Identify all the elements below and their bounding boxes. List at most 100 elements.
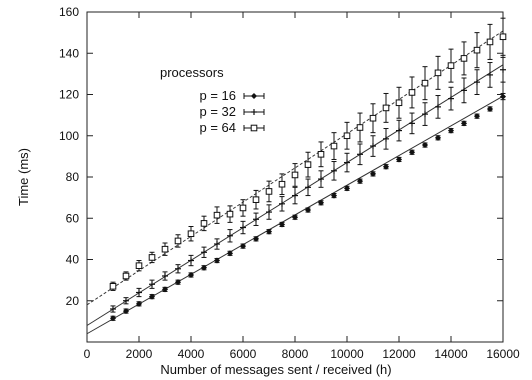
x-tick-label: 6000 [230, 347, 257, 361]
axis-ticks [86, 11, 504, 342]
data-point [317, 151, 325, 158]
data-point [330, 142, 338, 150]
data-point [486, 38, 494, 46]
data-point [396, 127, 402, 134]
data-point [200, 264, 208, 271]
legend-marker [250, 92, 258, 100]
data-point [239, 204, 247, 212]
data-point [162, 273, 168, 279]
series-2 [110, 56, 506, 313]
data-point [135, 262, 143, 269]
data-point [474, 79, 480, 86]
y-tick-label: 140 [59, 46, 79, 60]
data-point [135, 300, 143, 307]
data-point [240, 224, 246, 231]
data-point [369, 170, 377, 177]
data-point [447, 127, 455, 134]
data-point [291, 214, 299, 221]
data-point [174, 279, 182, 286]
y-tick-labels: 20 40 60 80 100 120 140 160 [59, 5, 79, 308]
data-point [161, 245, 169, 253]
series-1 [109, 92, 507, 322]
data-point [409, 120, 415, 127]
x-tick-label: 10000 [330, 347, 364, 361]
data-point [110, 306, 116, 312]
data-point [304, 161, 312, 168]
x-tick-label: 8000 [282, 347, 309, 361]
y-tick-label: 60 [66, 211, 80, 225]
data-point [109, 283, 117, 290]
data-point [434, 69, 442, 77]
data-point [305, 184, 311, 191]
x-tick-label: 0 [84, 347, 91, 361]
data-point [213, 257, 221, 264]
data-point [500, 66, 506, 73]
data-point [434, 134, 442, 141]
data-point [382, 104, 390, 112]
fit-line [86, 30, 504, 306]
y-tick-label: 20 [66, 294, 80, 308]
data-point [265, 228, 273, 235]
data-point [448, 95, 454, 102]
data-point [330, 192, 338, 199]
data-point [499, 93, 507, 100]
data-point [421, 79, 429, 87]
data-point [174, 237, 182, 245]
data-point [291, 171, 299, 179]
data-point [447, 62, 455, 69]
data-point [252, 235, 260, 242]
data-point [422, 111, 428, 118]
x-tick-label: 12000 [382, 347, 416, 361]
data-point [253, 216, 259, 223]
data-point [175, 265, 181, 272]
x-axis-label: Number of messages sent / received (h) [160, 362, 391, 377]
data-point [109, 315, 117, 322]
data-point [370, 143, 376, 150]
data-point [148, 293, 156, 300]
data-point [460, 55, 468, 62]
data-point [395, 156, 403, 163]
data-point [304, 206, 312, 214]
data-point [369, 114, 377, 122]
data-point [265, 188, 273, 195]
data-point [214, 241, 220, 248]
x-tick-labels: 0 2000 4000 6000 8000 10000 12000 14000 16000 [84, 347, 520, 361]
data-point [331, 167, 337, 174]
data-point [382, 163, 390, 170]
data-point [149, 281, 155, 288]
legend-items: p = 16p = 32p = 64 [199, 88, 265, 135]
legend-title: processors [160, 65, 224, 80]
legend-marker [251, 109, 257, 115]
data-point [226, 210, 234, 218]
y-tick-label: 160 [59, 5, 79, 19]
data-points [109, 17, 507, 322]
y-axis-label: Time (ms) [16, 148, 31, 206]
data-point [187, 271, 195, 278]
data-point [123, 297, 129, 304]
data-point [278, 221, 286, 228]
data-point [356, 178, 364, 185]
data-point [213, 211, 221, 219]
data-point [278, 180, 286, 188]
data-point [200, 220, 208, 227]
data-point [136, 289, 142, 296]
data-point [357, 151, 363, 158]
data-point [161, 286, 169, 293]
y-tick-label: 80 [66, 170, 80, 184]
data-point [435, 103, 441, 110]
legend-marker [250, 124, 258, 132]
data-point [408, 89, 416, 96]
data-point [252, 196, 260, 203]
data-point [227, 232, 233, 239]
legend-label: p = 64 [199, 120, 236, 135]
data-point [122, 308, 130, 315]
data-point [486, 105, 494, 112]
y-tick-label: 40 [66, 253, 80, 267]
data-point [356, 124, 364, 131]
data-point [499, 33, 507, 41]
data-point [343, 185, 351, 192]
data-point [487, 71, 493, 78]
data-point [292, 192, 298, 199]
y-tick-label: 100 [59, 129, 79, 143]
